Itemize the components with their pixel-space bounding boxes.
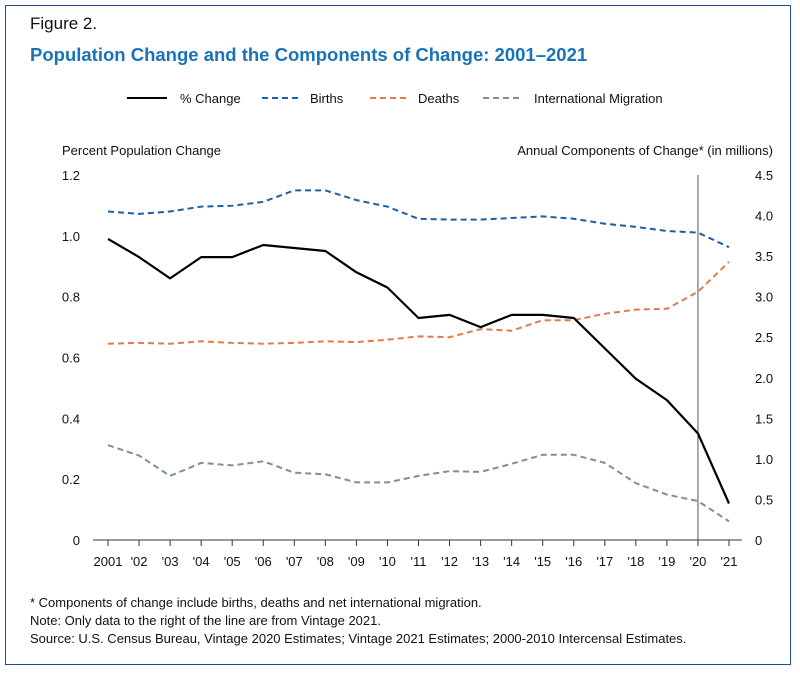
left-tick-label: 1.0 — [62, 229, 80, 244]
left-tick-label: 1.2 — [62, 168, 80, 183]
figure-frame — [5, 5, 791, 665]
figure-label: Figure 2. — [30, 14, 98, 33]
right-tick-label: 2.0 — [755, 371, 773, 386]
legend-label-pct-change: % Change — [180, 91, 241, 106]
left-tick-label: 0 — [73, 533, 80, 548]
series-line-deaths — [107, 261, 730, 345]
x-tick-label: '19 — [658, 554, 675, 569]
x-tick-label: '03 — [162, 554, 179, 569]
right-tick-label: 1.5 — [755, 411, 773, 426]
series-line-births — [107, 189, 730, 249]
x-tick-label: '02 — [131, 554, 148, 569]
legend-label-migration: International Migration — [534, 91, 663, 106]
x-tick-label: '13 — [472, 554, 489, 569]
left-tick-label: 0.8 — [62, 290, 80, 305]
right-tick-label: 4.0 — [755, 209, 773, 224]
x-tick-label: '05 — [224, 554, 241, 569]
x-tick-label: '15 — [534, 554, 551, 569]
x-tick-label: '17 — [596, 554, 613, 569]
x-tick-label: '20 — [689, 554, 706, 569]
right-tick-label: 2.5 — [755, 330, 773, 345]
chart-title: Population Change and the Components of … — [30, 44, 588, 65]
left-axis-label: Percent Population Change — [62, 143, 221, 158]
x-tick-label: '07 — [286, 554, 303, 569]
legend-label-births: Births — [310, 91, 344, 106]
x-tick-label: '11 — [411, 554, 427, 569]
left-tick-label: 0.4 — [62, 411, 80, 426]
x-tick-label: '08 — [317, 554, 334, 569]
right-tick-label: 3.5 — [755, 249, 773, 264]
x-tick-label: '09 — [348, 554, 365, 569]
legend-label-deaths: Deaths — [418, 91, 460, 106]
x-tick-label: '10 — [379, 554, 396, 569]
right-tick-label: 4.5 — [755, 168, 773, 183]
left-tick-label: 0.6 — [62, 351, 80, 366]
right-tick-label: 0 — [755, 533, 762, 548]
x-tick-label: '16 — [565, 554, 582, 569]
x-tick-label: '04 — [193, 554, 210, 569]
series-line-pct-change — [107, 237, 731, 504]
series-line-migration — [107, 444, 730, 523]
left-tick-label: 0.2 — [62, 472, 80, 487]
chart-notes: * Components of change include births, d… — [30, 594, 686, 648]
right-axis-label: Annual Components of Change* (in million… — [517, 143, 773, 158]
right-tick-label: 3.0 — [755, 290, 773, 305]
footnote-vintage: Note: Only data to the right of the line… — [30, 613, 381, 628]
x-tick-label: '21 — [721, 554, 738, 569]
footnote-components: * Components of change include births, d… — [30, 595, 482, 610]
x-tick-label: '12 — [441, 554, 458, 569]
right-tick-label: 1.0 — [755, 452, 773, 467]
right-tick-label: 0.5 — [755, 492, 773, 507]
footnote-source: Source: U.S. Census Bureau, Vintage 2020… — [30, 631, 687, 646]
x-tick-label: 2001 — [94, 554, 123, 569]
x-tick-label: '06 — [255, 554, 272, 569]
x-tick-label: '18 — [627, 554, 644, 569]
x-tick-label: '14 — [503, 554, 520, 569]
